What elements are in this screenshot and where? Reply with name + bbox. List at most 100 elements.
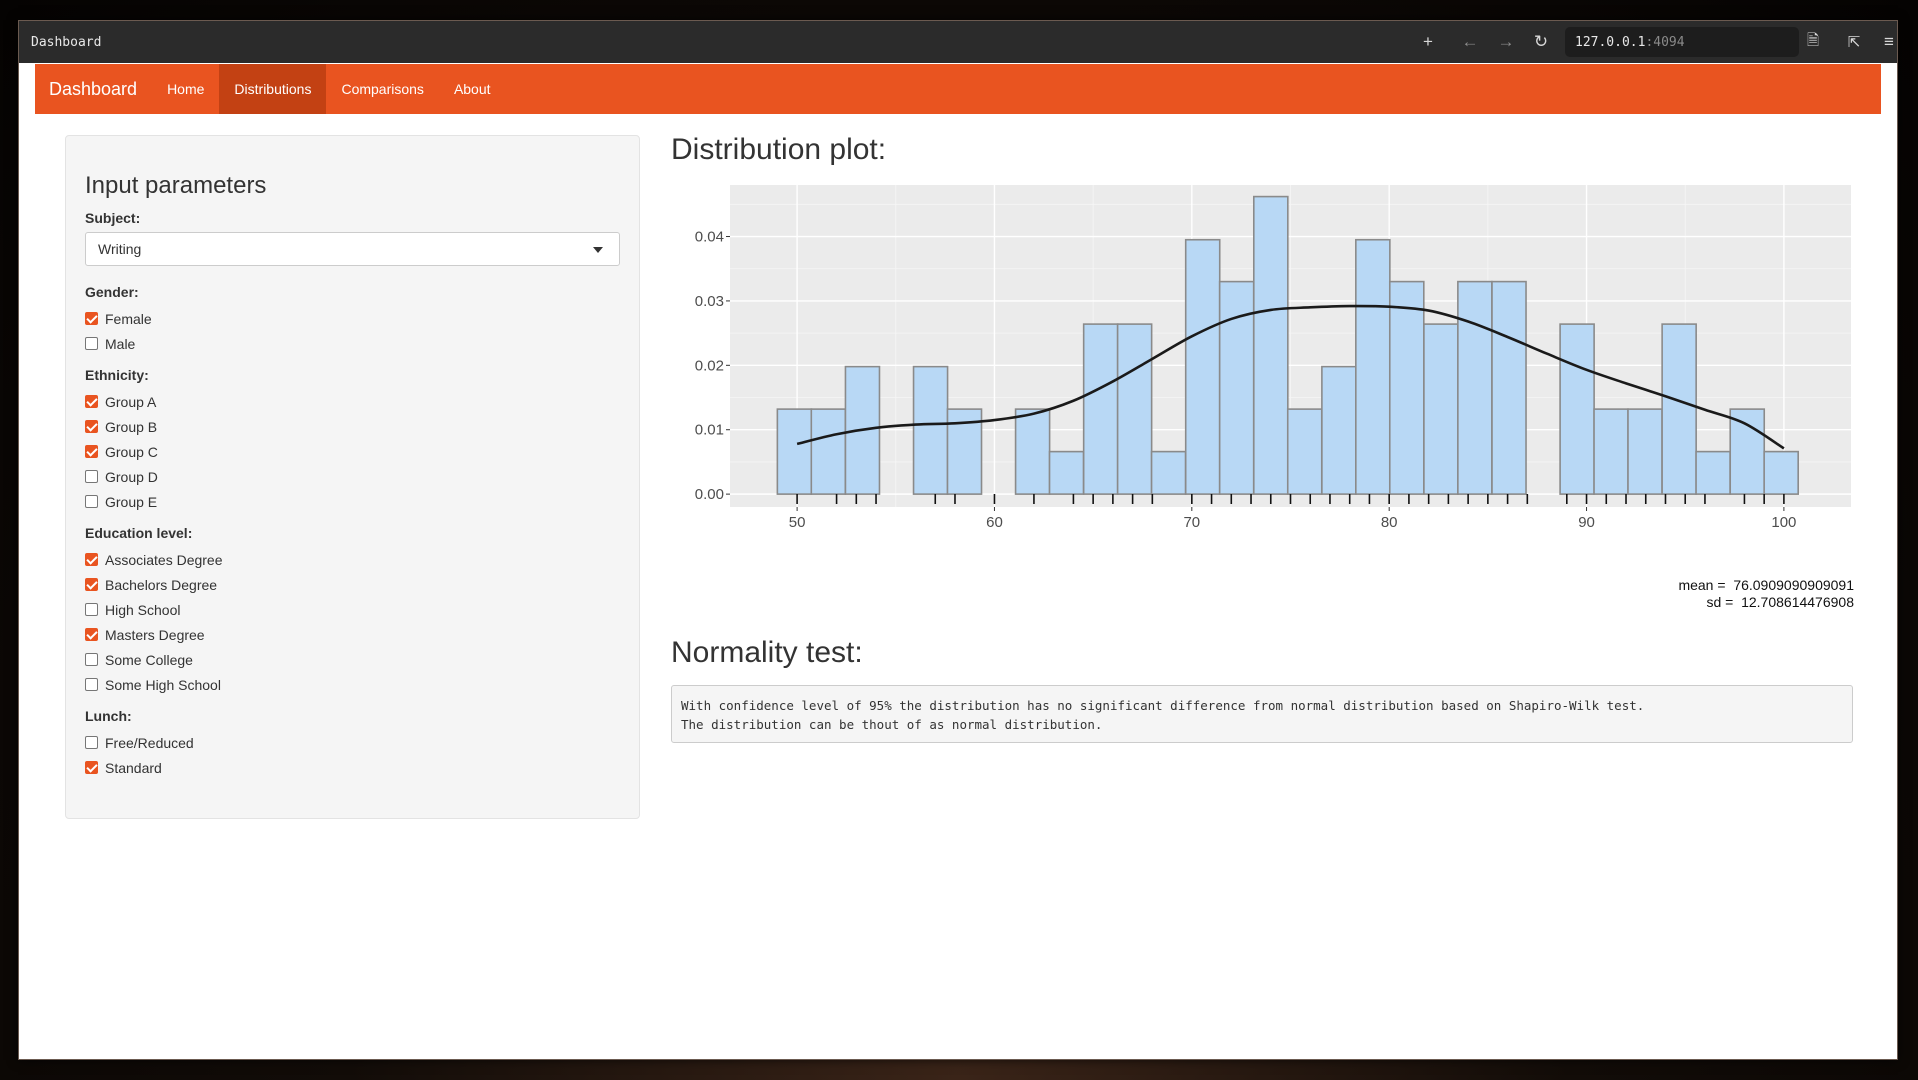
lunch-label: Lunch: — [85, 708, 132, 724]
checkbox-box[interactable] — [85, 603, 98, 616]
forward-arrow-icon[interactable]: → — [1497, 32, 1515, 51]
checkbox-label: Male — [105, 335, 136, 352]
checkbox-box[interactable] — [85, 495, 98, 508]
histogram-bar — [1661, 323, 1697, 495]
browser-titlebar: Dashboard + ← → ↻ 127.0.0.1:4094 🗎 ⇱ ≡ — [19, 21, 1897, 63]
checkbox-label: Group B — [105, 418, 158, 435]
x-tick-label: 60 — [986, 514, 1003, 531]
checkbox-group-a[interactable]: Group A — [85, 389, 620, 414]
reload-icon[interactable]: ↻ — [1533, 32, 1549, 51]
checkbox-masters-degree[interactable]: Masters Degree — [85, 622, 620, 647]
checkbox-some-high-school[interactable]: Some High School — [85, 672, 620, 697]
main-content: Distribution plot: 50 60 70 80 90 100 0.00 0.01… — [671, 133, 1871, 743]
app-navbar: Dashboard Home Distributions Comparisons… — [35, 64, 1881, 114]
checkbox-male[interactable]: Male — [85, 331, 620, 356]
y-tick-label: 0.03 — [695, 293, 724, 310]
histogram-bar — [912, 365, 949, 495]
checkbox-box[interactable] — [85, 312, 98, 325]
checkbox-group-b[interactable]: Group B — [85, 414, 620, 439]
normality-test-output: With confidence level of 95% the distrib… — [671, 685, 1853, 743]
distribution-plot-title: Distribution plot: — [671, 133, 887, 166]
checkbox-box[interactable] — [85, 395, 98, 408]
normality-line-1: With confidence level of 95% the distrib… — [681, 698, 1645, 713]
nav-tab-about[interactable]: About — [453, 81, 491, 97]
histogram-bar — [1048, 450, 1085, 495]
input-parameters-panel: Input parameters Subject: Writing Gender… — [65, 135, 640, 819]
checkbox-box[interactable] — [85, 736, 98, 749]
new-tab-plus-icon[interactable]: + — [1423, 32, 1433, 51]
checkbox-box[interactable] — [85, 420, 98, 433]
histogram-bar — [1286, 408, 1323, 495]
sd-value: 12.708614476908 — [1741, 594, 1854, 610]
navbar-brand[interactable]: Dashboard — [49, 78, 138, 99]
url-port: :4094 — [1645, 34, 1685, 50]
checkbox-label: Masters Degree — [105, 626, 205, 643]
histogram-bar — [1150, 450, 1187, 495]
nav-tab-home[interactable]: Home — [167, 81, 205, 97]
checkbox-label: Standard — [105, 759, 162, 776]
extensions-icon[interactable]: ⇱ — [1847, 34, 1861, 51]
histogram-bar — [1321, 365, 1357, 495]
normality-test-title: Normality test: — [671, 636, 863, 669]
histogram-bar — [810, 408, 847, 495]
checkbox-box[interactable] — [85, 628, 98, 641]
y-tick-label: 0.00 — [695, 486, 724, 503]
histogram-bar — [1593, 408, 1629, 495]
page-info-icon[interactable]: 🗎 — [1806, 31, 1820, 49]
checkbox-box[interactable] — [85, 337, 98, 350]
menu-hamburger-icon[interactable]: ≡ — [1884, 32, 1894, 51]
stats-readout: mean = 76.0909090909091 sd = 12.70861447… — [1671, 577, 1854, 611]
histogram-bar — [1355, 238, 1391, 495]
lunch-group: Lunch: Free/Reduced Standard — [85, 708, 620, 780]
back-arrow-icon[interactable]: ← — [1461, 32, 1479, 51]
histogram-bar — [1423, 323, 1459, 495]
url-host: 127.0.0.1 — [1575, 34, 1646, 50]
checkbox-box[interactable] — [85, 578, 98, 591]
education-group: Education level: Associates Degree Bache… — [85, 525, 620, 697]
y-tick-label: 0.02 — [695, 357, 724, 374]
y-tick-label: 0.04 — [695, 229, 724, 246]
checkbox-group-c[interactable]: Group C — [85, 439, 620, 464]
checkbox-label: Group E — [105, 493, 158, 510]
url-bar[interactable]: 127.0.0.1:4094 — [1565, 27, 1799, 57]
checkbox-group-d[interactable]: Group D — [85, 464, 620, 489]
checkbox-label: Free/Reduced — [105, 734, 194, 751]
checkbox-free-reduced[interactable]: Free/Reduced — [85, 730, 620, 755]
checkbox-associates-degree[interactable]: Associates Degree — [85, 547, 620, 572]
histogram-bar — [1388, 280, 1425, 495]
checkbox-label: Bachelors Degree — [105, 576, 218, 593]
checkbox-female[interactable]: Female — [85, 306, 620, 331]
checkbox-group-e[interactable]: Group E — [85, 489, 620, 514]
normality-line-2: The distribution can be thout of as norm… — [681, 717, 1103, 732]
checkbox-label: High School — [105, 601, 181, 618]
panel-title: Input parameters — [85, 172, 267, 199]
checkbox-box[interactable] — [85, 761, 98, 774]
checkbox-box[interactable] — [85, 653, 98, 666]
subject-select[interactable]: Writing — [85, 232, 620, 266]
checkbox-high-school[interactable]: High School — [85, 597, 620, 622]
histogram-bar — [1695, 450, 1731, 495]
mean-label: mean = — [1678, 577, 1730, 593]
histogram-bar — [1559, 323, 1595, 495]
histogram-bar — [1184, 238, 1221, 495]
y-tick-label: 0.01 — [695, 422, 724, 439]
nav-tab-distributions[interactable]: Distributions — [219, 64, 327, 114]
checkbox-bachelors-degree[interactable]: Bachelors Degree — [85, 572, 620, 597]
checkbox-some-college[interactable]: Some College — [85, 647, 620, 672]
checkbox-box[interactable] — [85, 470, 98, 483]
density-curve — [796, 304, 1785, 450]
checkbox-box[interactable] — [85, 445, 98, 458]
checkbox-label: Some College — [105, 651, 193, 668]
histogram-bar — [776, 408, 813, 495]
histogram-bar — [1491, 280, 1527, 495]
nav-tab-comparisons[interactable]: Comparisons — [341, 81, 424, 97]
histogram-bar — [1457, 280, 1493, 495]
gender-group: Gender: Female Male — [85, 284, 620, 356]
checkbox-box[interactable] — [85, 678, 98, 691]
checkbox-label: Associates Degree — [105, 551, 223, 568]
chevron-down-icon — [593, 247, 603, 253]
x-tick-label: 80 — [1381, 514, 1398, 531]
subject-selected-value: Writing — [98, 241, 142, 257]
checkbox-box[interactable] — [85, 553, 98, 566]
checkbox-standard[interactable]: Standard — [85, 755, 620, 780]
